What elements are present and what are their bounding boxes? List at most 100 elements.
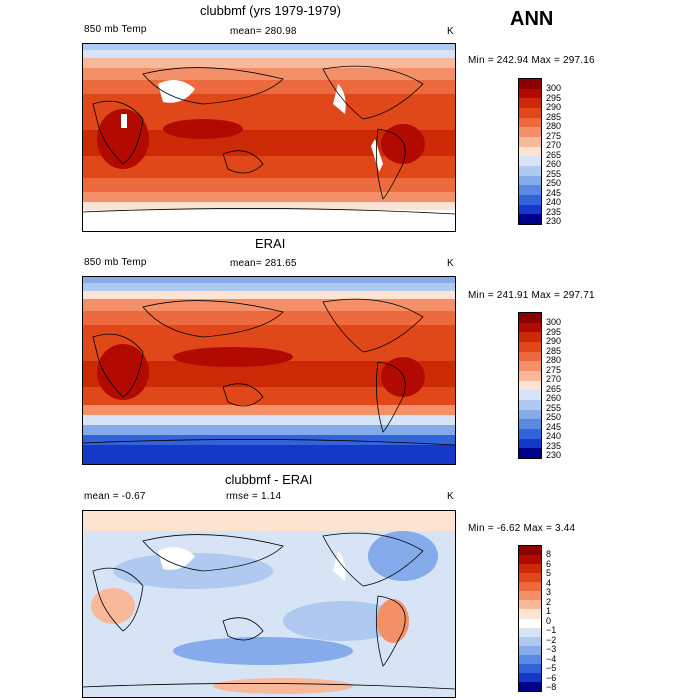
colorbar-tick-label: 265 xyxy=(546,383,562,394)
colorbar-tick-label: 1 xyxy=(546,606,552,616)
colorbar-swatch xyxy=(519,390,541,400)
colorbar-swatch xyxy=(519,448,541,458)
colorbar-swatch xyxy=(519,98,541,108)
panel2-variable-label: 850 mb Temp xyxy=(84,257,147,268)
panel2-colorbar xyxy=(518,312,542,459)
colorbar-tick-label: −8 xyxy=(546,682,557,692)
colorbar-tick-label: 235 xyxy=(546,440,562,451)
colorbar-swatch xyxy=(519,194,541,205)
panel1-minmax: Min = 242.94 Max = 297.16 xyxy=(468,55,595,66)
colorbar-tick-label: 4 xyxy=(546,577,552,588)
panel1-title: clubbmf (yrs 1979-1979) xyxy=(200,3,341,18)
panel1-colorbar-labels: 300 295 290 285 280 275 270 265 260 255 250 245 240 2… xyxy=(546,83,562,227)
colorbar-tick-label: −6 xyxy=(546,672,557,683)
colorbar-tick-label: 255 xyxy=(546,402,562,413)
colorbar-swatch xyxy=(519,146,541,157)
colorbar-swatch xyxy=(519,672,541,682)
colorbar-tick-label: 295 xyxy=(546,92,562,103)
panel1-colorbar xyxy=(518,78,542,225)
colorbar-swatch xyxy=(519,409,541,420)
colorbar-swatch xyxy=(519,361,541,371)
panel3-mean-label: mean = -0.67 xyxy=(84,491,146,502)
colorbar-tick-label: 250 xyxy=(546,412,562,422)
colorbar-tick-label: 230 xyxy=(546,216,562,226)
panel1-unit-label: K xyxy=(447,26,454,37)
colorbar-tick-label: 265 xyxy=(546,149,562,160)
panel1-variable-label: 850 mb Temp xyxy=(84,24,147,35)
colorbar-tick-label: 0 xyxy=(546,615,552,626)
colorbar-swatch xyxy=(519,609,541,619)
panel3-unit-label: K xyxy=(447,491,454,502)
colorbar-tick-label: 255 xyxy=(546,168,562,179)
colorbar-tick-label: 285 xyxy=(546,111,562,122)
colorbar-tick-label: 245 xyxy=(546,421,562,432)
colorbar-tick-label: 300 xyxy=(546,83,562,93)
panel2-mean-label: mean= 281.65 xyxy=(230,258,297,269)
colorbar-swatch xyxy=(519,645,541,655)
colorbar-tick-label: 245 xyxy=(546,187,562,198)
panel3-colorbar xyxy=(518,545,542,692)
colorbar-swatch xyxy=(519,88,541,99)
colorbar-tick-label: 285 xyxy=(546,345,562,356)
colorbar-tick-label: 290 xyxy=(546,102,562,112)
colorbar-swatch xyxy=(519,546,541,556)
season-label: ANN xyxy=(510,8,554,30)
colorbar-swatch xyxy=(519,636,541,646)
colorbar-swatch xyxy=(519,322,541,333)
colorbar-swatch xyxy=(519,107,541,118)
colorbar-tick-label: −3 xyxy=(546,644,557,654)
colorbar-swatch xyxy=(519,663,541,673)
panel3-rmse-label: rmse = 1.14 xyxy=(226,491,282,502)
colorbar-tick-label: 250 xyxy=(546,178,562,188)
colorbar-swatch xyxy=(519,681,541,691)
colorbar-tick-label: 270 xyxy=(546,374,562,384)
colorbar-tick-label: 275 xyxy=(546,364,562,375)
colorbar-tick-label: 240 xyxy=(546,197,562,207)
panel3-minmax: Min = -6.62 Max = 3.44 xyxy=(468,523,576,534)
colorbar-tick-label: 300 xyxy=(546,317,562,327)
colorbar-tick-label: 3 xyxy=(546,587,552,597)
colorbar-tick-label: 8 xyxy=(546,549,552,559)
colorbar-swatch xyxy=(519,380,541,391)
colorbar-swatch xyxy=(519,555,541,565)
colorbar-tick-label: 6 xyxy=(546,558,552,569)
colorbar-tick-label: 235 xyxy=(546,206,562,217)
panel2-colorbar-labels: 300 295 290 285 280 275 270 265 260 255 250 245 240 2… xyxy=(546,317,562,461)
colorbar-swatch xyxy=(519,175,541,186)
colorbar-swatch xyxy=(519,214,541,224)
colorbar-swatch xyxy=(519,627,541,637)
colorbar-swatch xyxy=(519,564,541,574)
colorbar-tick-label: −5 xyxy=(546,663,557,673)
panel3-colorbar-labels: 8 6 5 4 3 2 1 0 −1 −2 −3 −4 −5 −6 −8 xyxy=(546,549,557,693)
panel2-unit-label: K xyxy=(447,258,454,269)
colorbar-tick-label: −2 xyxy=(546,634,557,645)
colorbar-tick-label: 230 xyxy=(546,450,562,460)
colorbar-tick-label: 2 xyxy=(546,596,552,607)
colorbar-tick-label: 260 xyxy=(546,159,562,169)
panel3-title: clubbmf - ERAI xyxy=(225,472,313,487)
panel3-map xyxy=(82,510,456,698)
colorbar-tick-label: −1 xyxy=(546,625,557,635)
colorbar-tick-label: 295 xyxy=(546,326,562,337)
colorbar-tick-label: 240 xyxy=(546,431,562,441)
colorbar-swatch xyxy=(519,165,541,176)
colorbar-swatch xyxy=(519,573,541,583)
colorbar-swatch xyxy=(519,618,541,628)
colorbar-swatch xyxy=(519,127,541,137)
colorbar-swatch xyxy=(519,399,541,410)
colorbar-swatch xyxy=(519,79,541,89)
colorbar-swatch xyxy=(519,582,541,592)
colorbar-tick-label: 280 xyxy=(546,355,562,365)
colorbar-tick-label: 280 xyxy=(546,121,562,131)
colorbar-swatch xyxy=(519,313,541,323)
colorbar-swatch xyxy=(519,156,541,166)
colorbar-swatch xyxy=(519,204,541,215)
colorbar-swatch xyxy=(519,332,541,342)
panel2-map xyxy=(82,276,456,465)
colorbar-tick-label: 260 xyxy=(546,393,562,403)
panel1-mean-label: mean= 280.98 xyxy=(230,26,297,37)
colorbar-swatch xyxy=(519,136,541,147)
colorbar-swatch xyxy=(519,600,541,610)
colorbar-swatch xyxy=(519,591,541,601)
colorbar-swatch xyxy=(519,438,541,449)
